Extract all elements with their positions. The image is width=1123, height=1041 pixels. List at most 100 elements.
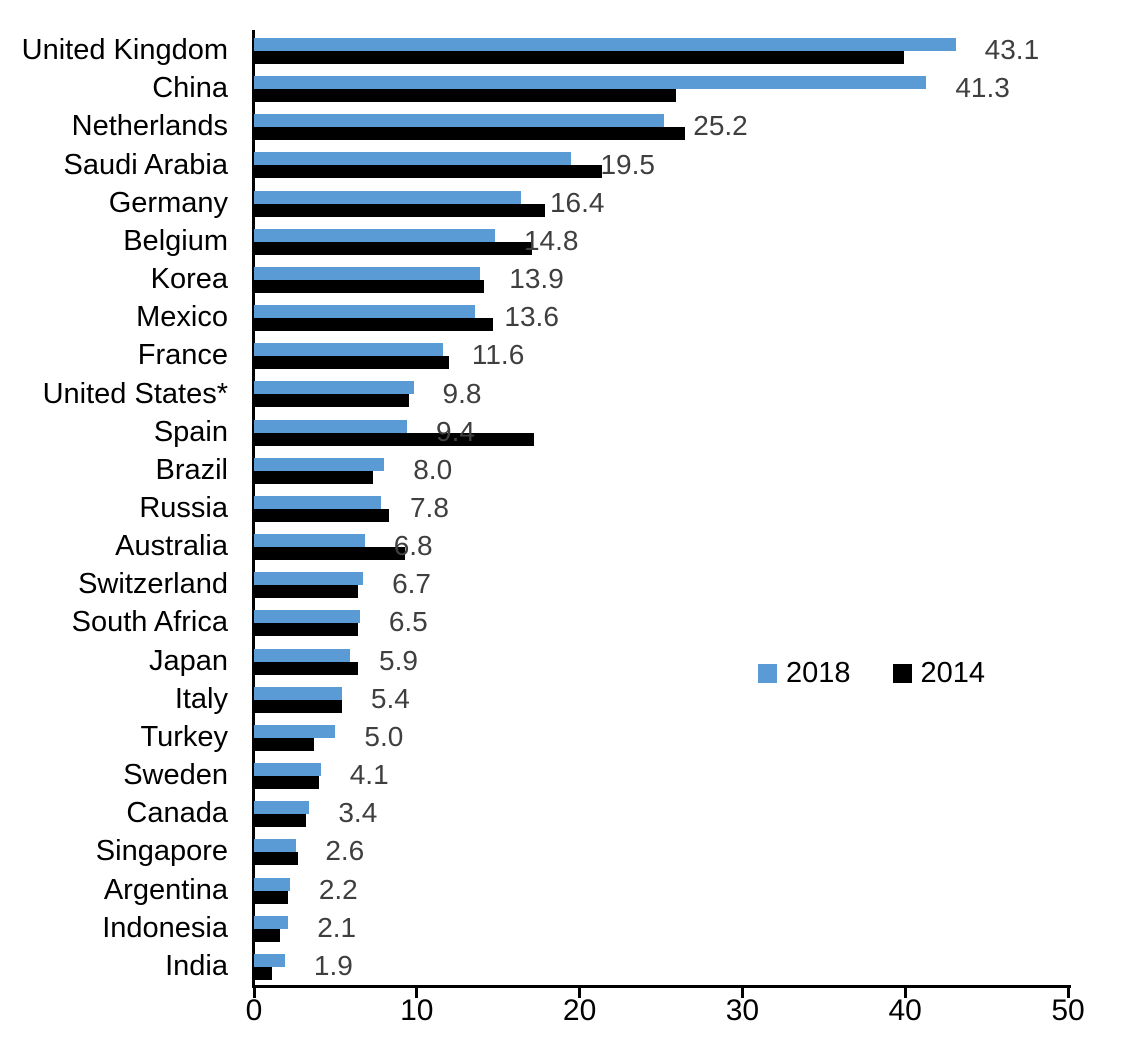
value-label: 9.8 (442, 377, 482, 409)
category-label: Netherlands (71, 110, 228, 143)
legend-label-2018: 2018 (786, 657, 851, 689)
bar-2014 (254, 508, 390, 522)
value-label: 2.1 (317, 911, 357, 943)
bar-2014 (254, 928, 281, 942)
bar-2014 (254, 203, 546, 217)
category-label: Belgium (123, 224, 228, 257)
bar-2014 (254, 127, 686, 141)
category-label: Germany (108, 186, 228, 219)
bar-2018 (254, 114, 665, 128)
category-label: China (152, 72, 228, 105)
bar-2014 (254, 852, 298, 866)
bar-2014 (254, 165, 603, 179)
category-label: Switzerland (78, 568, 228, 601)
x-axis-tick (578, 988, 582, 998)
bar-2018 (254, 305, 476, 319)
x-tick-label: 0 (245, 994, 263, 1027)
value-label: 9.4 (436, 415, 475, 447)
value-label: 41.3 (955, 72, 1010, 104)
bar-2018 (254, 648, 351, 662)
x-tick-label: 40 (888, 994, 922, 1027)
value-label: 6.7 (392, 568, 431, 600)
bar-2018 (254, 343, 443, 357)
bar-2018 (254, 266, 481, 280)
value-label: 7.8 (409, 492, 449, 523)
bar-2014 (254, 89, 676, 103)
category-label: Singapore (95, 835, 228, 868)
x-axis-tick (740, 988, 744, 998)
bar-2018 (254, 953, 285, 967)
bar-2014 (254, 432, 535, 446)
bar-2018 (254, 915, 289, 929)
value-label: 2.6 (325, 835, 365, 867)
category-label: Turkey (140, 720, 228, 753)
bar-2014 (254, 814, 307, 828)
bar-2014 (254, 318, 494, 332)
bar-2014 (254, 241, 533, 255)
value-label: 14.8 (523, 224, 579, 256)
bar-2014 (254, 394, 409, 408)
value-label: 5.4 (370, 682, 410, 714)
bar-2018 (254, 38, 956, 51)
value-label: 13.9 (509, 263, 564, 295)
x-tick-label: 50 (1051, 994, 1085, 1027)
x-axis-tick (903, 988, 907, 998)
category-label: Mexico (136, 301, 228, 334)
category-label: Japan (148, 644, 228, 677)
category-label: Saudi Arabia (63, 148, 228, 181)
bar-2014 (254, 776, 320, 790)
bar-2014 (254, 585, 359, 599)
bar-2018 (254, 534, 365, 548)
category-label: India (165, 949, 228, 982)
bar-2018 (254, 610, 360, 624)
bar-2018 (254, 763, 321, 777)
value-label: 13.6 (504, 301, 559, 333)
category-label: Sweden (123, 759, 228, 792)
category-label: Korea (150, 263, 228, 296)
value-label: 3.4 (338, 797, 378, 829)
bar-2018 (254, 686, 342, 700)
value-label: 19.5 (600, 148, 655, 180)
bar-2014 (254, 279, 484, 293)
x-axis-tick (1066, 988, 1070, 998)
bar-2014 (254, 470, 373, 484)
x-tick-label: 10 (400, 994, 434, 1027)
bar-2018 (254, 877, 290, 891)
bar-2018 (254, 76, 927, 90)
category-label: United Kingdom (21, 34, 228, 67)
y-axis-line (252, 30, 255, 988)
bar-2018 (254, 419, 408, 433)
category-label: United States* (42, 377, 228, 410)
legend-label-2014: 2014 (920, 657, 986, 689)
category-label: Indonesia (102, 911, 228, 944)
category-label: Australia (115, 530, 228, 563)
bar-2018 (254, 381, 414, 395)
value-label: 1.9 (313, 949, 353, 981)
value-label: 8.0 (413, 453, 453, 485)
category-label: Italy (174, 682, 228, 715)
value-label: 5.9 (379, 644, 418, 676)
x-axis-tick (415, 988, 419, 998)
bar-2018 (254, 839, 297, 853)
value-label: 43.1 (984, 34, 1040, 66)
value-label: 4.1 (349, 759, 389, 791)
x-axis-tick (252, 988, 256, 998)
bar-2014 (254, 737, 315, 751)
category-label: Argentina (103, 873, 228, 906)
category-label: France (137, 339, 228, 372)
value-label: 2.2 (318, 873, 358, 905)
category-label: South Africa (71, 606, 228, 639)
bar-2014 (254, 547, 406, 561)
category-label: Russia (139, 492, 228, 524)
bar-2014 (254, 356, 450, 370)
bar-2018 (254, 152, 572, 166)
value-label: 16.4 (549, 186, 605, 218)
bar-2014 (254, 890, 289, 904)
legend-swatch-2018 (758, 664, 777, 683)
bar-2018 (254, 228, 495, 242)
value-label: 6.8 (393, 530, 433, 562)
bar-2014 (254, 661, 359, 675)
value-label: 11.6 (471, 339, 525, 371)
bar-2018 (254, 495, 381, 509)
